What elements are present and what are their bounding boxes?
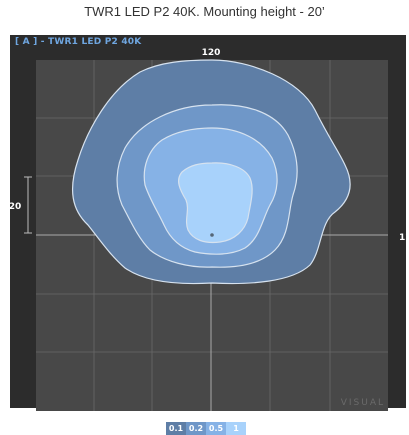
- legend-swatch-0.2: 0.2: [186, 422, 206, 435]
- scale-label: 20: [9, 202, 22, 212]
- luminaire-marker: [210, 233, 214, 237]
- legend-swatch-1: 1: [226, 422, 246, 435]
- right-dimension-label: 12: [399, 233, 409, 243]
- watermark: VISUAL: [341, 398, 385, 408]
- top-dimension-label: 120: [202, 48, 221, 58]
- panel-title: [ A ] - TWR1 LED P2 40K: [15, 37, 142, 47]
- legend-swatch-0.1: 0.1: [166, 422, 186, 435]
- figure-caption: TWR1 LED P2 40K. Mounting height - 20’: [84, 4, 325, 19]
- scale-bar: [24, 176, 32, 234]
- iso-legend: 0.1 0.2 0.5 1: [166, 422, 246, 435]
- contours: [71, 59, 351, 285]
- contour-1: [178, 162, 253, 244]
- legend-swatch-0.5: 0.5: [206, 422, 226, 435]
